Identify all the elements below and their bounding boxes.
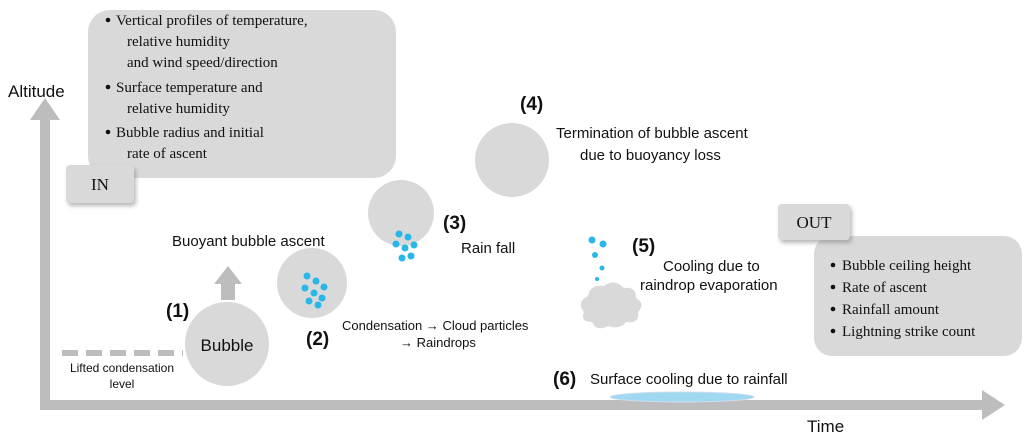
- stage-text: raindrop evaporation: [640, 277, 778, 294]
- bullet: [106, 85, 111, 90]
- bullet: [106, 130, 111, 135]
- bullet: [831, 285, 836, 290]
- stage-number: (1): [166, 301, 189, 322]
- bullet: [831, 329, 836, 334]
- output-item: Lightning strike count: [842, 324, 976, 340]
- x-axis-label: Time: [807, 417, 844, 436]
- bullet: [831, 263, 836, 268]
- input-item: relative humidity: [127, 101, 230, 117]
- ascent-arrow: [214, 266, 242, 300]
- input-item: Vertical profiles of temperature,: [116, 13, 308, 29]
- stage-number: (3): [443, 213, 466, 234]
- stage-text: Buoyant bubble ascent: [172, 233, 325, 250]
- diagram: Altitude Time Vertical profiles of tempe…: [0, 0, 1024, 437]
- output-item: Rate of ascent: [842, 280, 928, 296]
- input-item: rate of ascent: [127, 146, 208, 162]
- stage-text: Bubble: [201, 336, 254, 355]
- x-axis: [40, 400, 985, 410]
- stage-text: Termination of bubble ascent: [556, 125, 749, 142]
- output-item: Rainfall amount: [842, 302, 940, 318]
- stage-text: Condensation → Cloud particles: [342, 318, 529, 333]
- output-item: Bubble ceiling height: [842, 258, 972, 274]
- puddle: [610, 392, 754, 402]
- stage-number: (2): [306, 329, 329, 350]
- stage-number: (5): [632, 236, 655, 257]
- outputs-label: OUT: [797, 213, 833, 232]
- bubble: [475, 123, 549, 197]
- lcl-label: level: [110, 377, 135, 391]
- stage-text: Rain fall: [461, 240, 515, 257]
- stage-text: Cooling due to: [663, 258, 760, 275]
- y-axis: [40, 118, 50, 410]
- input-item: relative humidity: [127, 34, 230, 50]
- stage-text: → Raindrops: [400, 335, 476, 350]
- lcl-label: Lifted condensation: [70, 361, 174, 375]
- y-axis-label: Altitude: [8, 82, 65, 101]
- bubble: [277, 248, 347, 318]
- inputs-label: IN: [91, 175, 109, 194]
- stage-text: Surface cooling due to rainfall: [590, 371, 788, 388]
- stage-text: due to buoyancy loss: [580, 147, 721, 164]
- stage-number: (4): [520, 94, 543, 115]
- bullet: [106, 18, 111, 23]
- raindrops: [302, 231, 607, 309]
- bullet: [831, 307, 836, 312]
- input-item: Bubble radius and initial: [116, 125, 264, 141]
- cloud: [581, 282, 642, 328]
- y-arrow: [30, 98, 60, 120]
- input-item: Surface temperature and: [116, 80, 263, 96]
- input-item: and wind speed/direction: [127, 55, 278, 71]
- stage-number: (6): [553, 369, 576, 390]
- x-arrow: [982, 390, 1005, 420]
